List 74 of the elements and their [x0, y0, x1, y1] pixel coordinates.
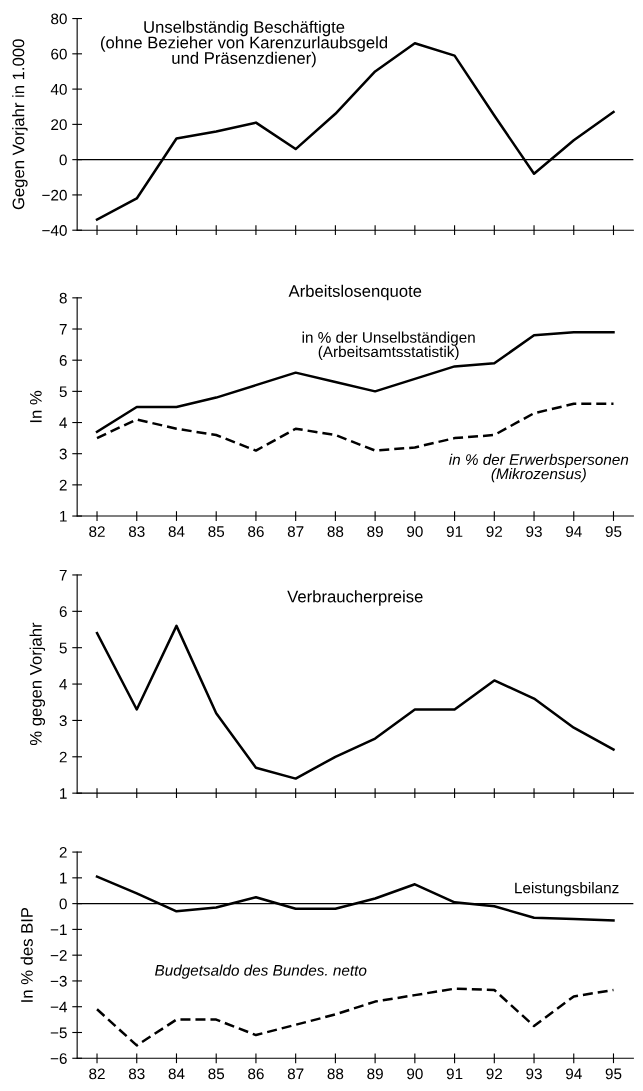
y-tick-label: −4: [50, 1001, 67, 1013]
y-tick-label: 60: [51, 48, 67, 60]
x-tick-label: 82: [89, 1068, 105, 1080]
y-tick-label: 2: [59, 846, 67, 858]
y-tick-label: 80: [51, 13, 67, 25]
y-tick-label: −2: [50, 950, 67, 961]
x-tick-label: 89: [367, 526, 383, 537]
x-tick-label: 87: [287, 1068, 304, 1080]
x-tick-label: 91: [446, 1068, 463, 1080]
x-tick-label: 83: [128, 1068, 145, 1080]
x-tick-label: 95: [605, 526, 622, 537]
x-tick-label: 89: [367, 1068, 383, 1080]
y-tick-label: −1: [50, 924, 67, 935]
text: Unselbständig Beschäftigte (ohne Bezieher von Karenzurlaubsgeld und Präsenzdiener): [100, 20, 388, 68]
y-tick-label: 4: [59, 679, 67, 690]
y-tick-label: −40: [42, 225, 67, 236]
x-tick-label: 82: [89, 526, 105, 537]
x-tick-label: 84: [168, 526, 185, 537]
y-tick-label: 3: [59, 448, 67, 460]
line-series: [95, 987, 615, 1047]
y-axis-title: Gegen Vorjahr in 1.000: [12, 39, 28, 210]
y-axis-title: % gegen Vorjahr: [29, 622, 46, 746]
y-tick-label: −6: [50, 1053, 67, 1064]
x-tick-label: 91: [446, 526, 463, 537]
line-series: [95, 624, 615, 780]
y-tick-label: 1: [60, 788, 67, 799]
x-tick-label: 84: [168, 1068, 185, 1080]
x-tick-label: 95: [605, 1068, 622, 1080]
series-label: in % der Erwerbspersonen (Mikrozensus): [449, 453, 629, 483]
y-tick-label: 0: [59, 898, 67, 910]
x-tick-label: 92: [486, 526, 503, 537]
y-tick-label: 3: [59, 715, 67, 727]
y-tick-label: 7: [59, 324, 67, 335]
x-tick-label: 92: [486, 1068, 503, 1080]
y-tick-label: 1: [60, 872, 67, 884]
y-tick-label: 40: [50, 83, 67, 95]
series-label: Budgetsaldo des Bundes. netto: [155, 964, 367, 979]
y-tick-label: 4: [59, 417, 67, 429]
x-tick-label: 83: [128, 526, 145, 537]
y-tick-label: −20: [42, 189, 67, 201]
text: Verbraucherpreise: [287, 590, 423, 606]
y-tick-label: 1: [60, 511, 67, 522]
x-tick-label: 86: [248, 1068, 264, 1080]
y-tick-label: 8: [59, 292, 67, 304]
y-tick-label: 2: [59, 751, 67, 763]
y-tick-label: 2: [59, 479, 67, 491]
x-tick-label: 85: [208, 526, 225, 537]
x-tick-label: 94: [565, 526, 582, 537]
x-tick-label: 88: [327, 526, 344, 537]
line-series: [95, 402, 615, 452]
y-tick-label: 20: [51, 119, 67, 131]
series-label: in % der Unselbständigen (Arbeitsamtsstatistik): [302, 331, 475, 361]
x-tick-label: 85: [208, 1068, 225, 1080]
x-tick-label: 90: [407, 1068, 423, 1080]
chart-title: Arbeitslosenquote: [288, 284, 422, 301]
x-tick-label: 94: [565, 1068, 582, 1080]
x-tick-label: 93: [526, 526, 542, 537]
y-axis-title: In % des BIP: [20, 907, 33, 1002]
series-label: Leistungsbilanz: [515, 882, 619, 897]
y-tick-label: 5: [59, 642, 67, 654]
y-tick-label: 6: [59, 606, 67, 618]
y-tick-label: 0: [59, 154, 67, 166]
y-tick-label: −5: [50, 1027, 67, 1039]
y-tick-label: 5: [59, 386, 67, 398]
y-axis-title: In %: [30, 390, 42, 423]
y-tick-label: 6: [59, 355, 67, 366]
x-tick-label: 86: [248, 526, 264, 537]
y-tick-label: 7: [59, 569, 67, 581]
x-tick-label: 88: [327, 1068, 344, 1080]
x-tick-label: 93: [526, 1068, 542, 1080]
y-tick-label: −3: [50, 975, 67, 987]
line-series: [95, 330, 615, 434]
x-tick-label: 87: [287, 526, 304, 537]
x-tick-label: 90: [407, 526, 423, 537]
